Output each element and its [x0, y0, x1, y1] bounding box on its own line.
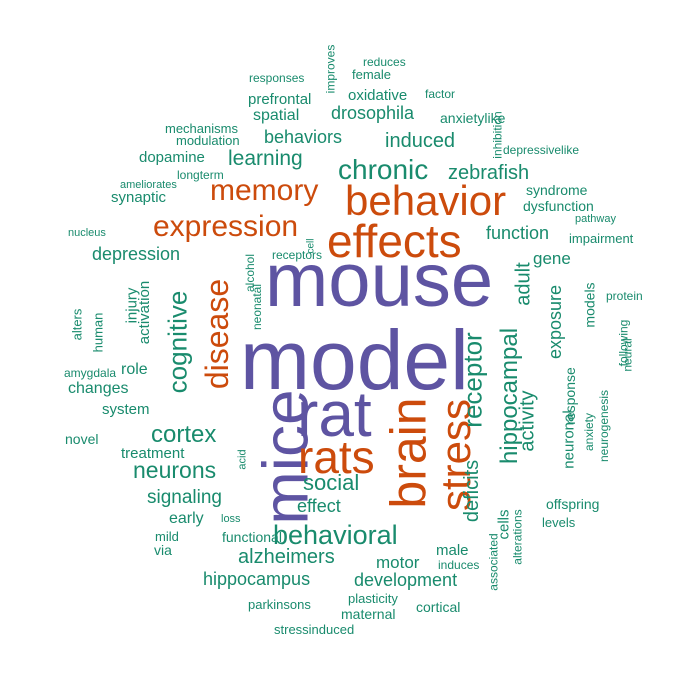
word-behavior: behavior: [345, 177, 507, 224]
word-effect: effect: [297, 496, 341, 516]
word-system: system: [102, 401, 150, 418]
word-acid: acid: [236, 449, 249, 470]
word-brain: brain: [380, 397, 437, 509]
word-cognitive: cognitive: [162, 290, 193, 394]
word-exposure: exposure: [545, 284, 566, 360]
word-development: development: [354, 570, 458, 590]
word-neural: impairment: [569, 231, 634, 246]
word-injury: injury: [123, 287, 141, 324]
word-inhibition: neurogenesis: [597, 389, 612, 463]
word-reduces: depressivelike: [503, 143, 580, 157]
word-receptors: alters: [69, 308, 85, 341]
word-impairment: response: [561, 367, 578, 425]
word-behaviors: behaviors: [264, 127, 343, 147]
word-rats: rats: [298, 431, 375, 483]
word-changes: changes: [68, 380, 129, 397]
word-mechanisms: reduces: [363, 55, 406, 69]
word-stressinduced: stressinduced: [274, 622, 355, 637]
word-syndrome: offspring: [546, 496, 600, 512]
word-following: dysfunction: [523, 198, 594, 214]
word-anxietylike: neural: [620, 338, 635, 372]
word-deficits: deficits: [461, 459, 484, 523]
word-memory: memory: [210, 174, 319, 207]
word-modulation: responses: [249, 71, 305, 85]
word-motor: motor: [376, 553, 420, 572]
word-amygdala: nucleus: [68, 227, 106, 239]
word-prefrontal: prefrontal: [248, 91, 312, 108]
word-role: role: [121, 361, 148, 378]
word-plasticity: plasticity: [348, 591, 398, 606]
word-mild: receptors: [272, 248, 323, 262]
word-oxidative: oxidative: [348, 87, 408, 104]
word-response: via: [154, 542, 172, 558]
word-functional: novel: [65, 431, 99, 447]
word-cortex: cortex: [151, 421, 217, 448]
word-adult: adult: [512, 262, 535, 306]
word-early: early: [169, 510, 204, 527]
word-cells: functional: [222, 529, 282, 545]
word-mouse: mouse: [265, 238, 494, 323]
word-human: ameliorates: [120, 179, 177, 191]
word-responses: factor: [425, 87, 456, 101]
word-maternal: maternal: [341, 606, 396, 622]
word-spatial: spatial: [253, 107, 300, 124]
word-hippocampus: hippocampus: [203, 569, 311, 589]
word-alters: longterm: [177, 168, 224, 182]
word-treatment: treatment: [121, 445, 185, 462]
word-dopamine: dopamine: [139, 149, 205, 166]
word-effects: effects: [327, 215, 462, 267]
word-induces: induces: [438, 558, 480, 572]
word-rat: rat: [297, 378, 372, 450]
word-nucleus: modulation: [176, 133, 240, 148]
word-receptor: receptor: [457, 332, 488, 428]
word-social: social: [303, 470, 360, 495]
word-anxiety: protein: [606, 289, 643, 303]
word-function: function: [486, 223, 550, 243]
word-expression: expression: [153, 210, 299, 243]
word-neurons: neurons: [133, 457, 217, 483]
word-disease: disease: [199, 278, 236, 390]
word-drosophila: drosophila: [331, 103, 415, 123]
word-offspring: mild: [155, 529, 179, 544]
word-longterm: improves: [323, 44, 338, 94]
word-depressivelike: anxiety: [582, 412, 597, 452]
word-parkinsons: parkinsons: [248, 597, 311, 612]
word-learning: learning: [228, 147, 303, 170]
word-male: male: [436, 542, 469, 559]
word-pathway: models: [581, 282, 598, 328]
word-alterations: alterations: [510, 509, 525, 565]
word-associated: associated: [486, 533, 501, 591]
word-chronic: chronic: [338, 154, 429, 185]
word-behavioral: behavioral: [273, 520, 398, 550]
word-improves: female: [352, 67, 392, 82]
word-alzheimers: alzheimers: [238, 546, 335, 568]
word-gene: gene: [533, 249, 571, 268]
word-female: inhibition: [490, 111, 505, 159]
word-cortical: cortical: [416, 599, 461, 615]
word-alcohol: amygdala: [64, 366, 117, 380]
word-zebrafish: zebrafish: [448, 162, 530, 184]
word-induced: induced: [385, 130, 456, 152]
word-dysfunction: levels: [542, 515, 576, 530]
word-synaptic: synaptic: [111, 189, 167, 206]
word-ameliorates: mechanisms: [165, 121, 238, 136]
word-protein: syndrome: [526, 182, 588, 198]
word-activity: activity: [516, 390, 539, 452]
word-neurogenesis: pathway: [575, 213, 616, 225]
word-depression: depression: [92, 244, 181, 264]
word-neonatal: human: [90, 312, 106, 353]
word-factor: anxietylike: [440, 110, 506, 126]
word-loss: loss: [221, 513, 241, 525]
word-cell: cell: [305, 238, 317, 254]
word-novel: alcohol: [243, 253, 258, 293]
word-signaling: signaling: [147, 487, 222, 508]
word-model: model: [240, 313, 469, 407]
